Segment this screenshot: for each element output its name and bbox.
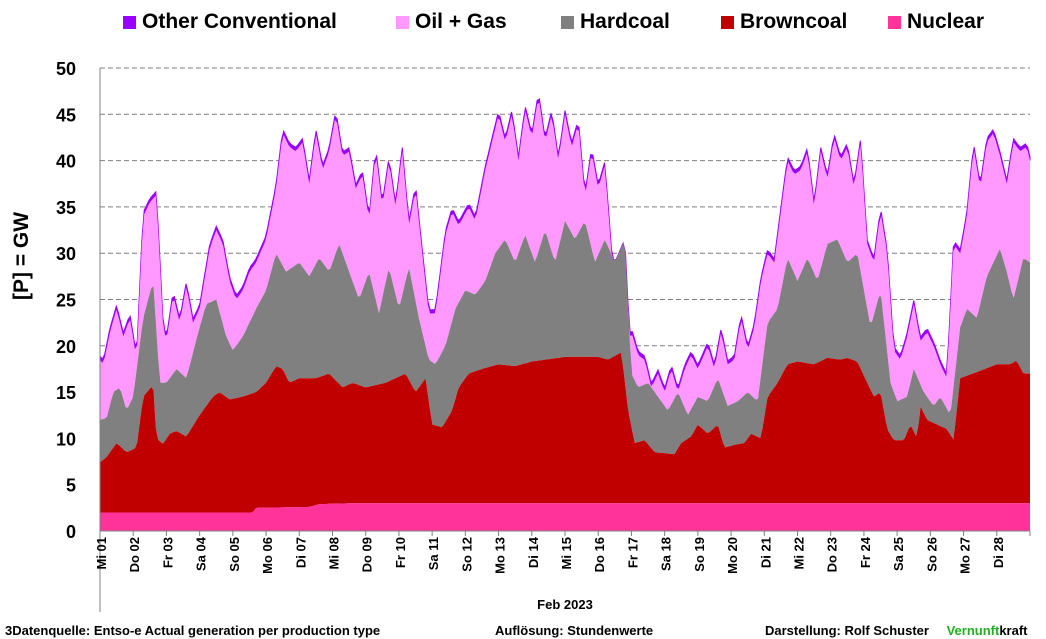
x-axis-title: Feb 2023 bbox=[537, 597, 593, 612]
y-tick-label: 50 bbox=[56, 59, 76, 79]
y-tick-label: 15 bbox=[56, 383, 76, 403]
legend-item-other-conventional[interactable]: Other Conventional bbox=[123, 10, 337, 34]
x-tick-label: Fr 10 bbox=[393, 537, 408, 568]
x-tick-label: Mi 15 bbox=[559, 537, 574, 570]
x-tick-label: Fr 03 bbox=[160, 537, 175, 568]
legend-swatch-browncoal bbox=[721, 15, 734, 29]
legend-item-browncoal[interactable]: Browncoal bbox=[721, 10, 847, 34]
area-hardcoal bbox=[100, 220, 1030, 463]
legend-swatch-other-conventional bbox=[123, 15, 136, 29]
footer-author: Darstellung: Rolf Schuster Vernunftkraft bbox=[765, 623, 1028, 638]
x-tick-label: Fr 17 bbox=[625, 537, 640, 568]
x-tick-label: Sa 11 bbox=[426, 537, 441, 570]
area-nuclear bbox=[100, 503, 1030, 531]
x-tick-label: Di 07 bbox=[293, 537, 308, 568]
footer-brand-rest: kraft bbox=[999, 623, 1028, 638]
legend: Other Conventional Oil + Gas Hardcoal Br… bbox=[0, 10, 1046, 40]
area-oil-gas bbox=[100, 102, 1030, 420]
footer-brand-green: Vernunft bbox=[946, 623, 1000, 638]
x-tick-label: Do 02 bbox=[127, 537, 142, 572]
x-tick-label: Mi 22 bbox=[792, 537, 807, 570]
legend-label-browncoal: Browncoal bbox=[740, 10, 848, 33]
x-tick-label: Fr 24 bbox=[858, 536, 873, 568]
x-tick-label: So 19 bbox=[692, 537, 707, 572]
x-tick-label: Di 21 bbox=[758, 537, 773, 568]
legend-item-nuclear[interactable]: Nuclear bbox=[888, 10, 984, 34]
footer-author-text: Darstellung: Rolf Schuster bbox=[765, 623, 929, 638]
legend-item-hardcoal[interactable]: Hardcoal bbox=[561, 10, 670, 34]
y-axis-label: [P] = GW bbox=[10, 211, 33, 300]
legend-swatch-hardcoal bbox=[561, 15, 574, 29]
x-tick-label: Do 09 bbox=[360, 537, 375, 572]
footer-source: 3Datenquelle: Entso-e Actual generation … bbox=[5, 623, 381, 638]
stacked-areas bbox=[99, 98, 1031, 531]
y-tick-label: 10 bbox=[56, 429, 76, 449]
x-tick-label: So 26 bbox=[924, 537, 939, 572]
x-tick-label: Di 28 bbox=[991, 537, 1006, 568]
y-tick-label: 0 bbox=[66, 522, 76, 542]
legend-label-other-conventional: Other Conventional bbox=[142, 10, 337, 33]
x-tick-label: Mi 01 bbox=[94, 537, 109, 570]
x-tick-label: Mo 20 bbox=[725, 537, 740, 574]
axes bbox=[99, 68, 1031, 612]
legend-swatch-nuclear bbox=[888, 15, 901, 29]
y-tick-label: 30 bbox=[56, 244, 76, 264]
legend-swatch-oil-gas bbox=[396, 15, 409, 29]
x-tick-label: Sa 25 bbox=[891, 537, 906, 571]
x-tick-label: Mi 08 bbox=[327, 537, 342, 570]
legend-item-oil-gas[interactable]: Oil + Gas bbox=[396, 10, 507, 34]
x-tick-label: Di 14 bbox=[526, 536, 541, 568]
x-tick-label: Do 23 bbox=[825, 537, 840, 572]
x-tick-label: Mo 27 bbox=[958, 537, 973, 574]
legend-label-oil-gas: Oil + Gas bbox=[415, 10, 507, 33]
legend-label-hardcoal: Hardcoal bbox=[580, 10, 670, 33]
x-tick-label: Mo 13 bbox=[493, 537, 508, 574]
x-tick-label: So 12 bbox=[459, 537, 474, 572]
x-tick-label: Sa 18 bbox=[659, 537, 674, 571]
x-tick-labels: Mi 01 Do 02 Fr 03 Sa 04 So 05 Mo 06 Di 07 Mi 08… bbox=[94, 536, 1006, 574]
y-tick-label: 5 bbox=[66, 476, 76, 496]
area-browncoal bbox=[100, 352, 1030, 513]
y-tick-label: 40 bbox=[56, 152, 76, 172]
x-tick-label: So 05 bbox=[227, 537, 242, 572]
y-tick-labels: 0 5 10 15 20 25 30 35 40 45 50 bbox=[56, 59, 76, 542]
x-tick-label: Mo 06 bbox=[260, 537, 275, 574]
x-tick-label: Do 16 bbox=[592, 537, 607, 572]
y-tick-label: 20 bbox=[56, 337, 76, 357]
y-tick-label: 25 bbox=[56, 291, 76, 311]
footer-resolution: Auflösung: Stundenwerte bbox=[495, 623, 654, 638]
legend-label-nuclear: Nuclear bbox=[907, 10, 985, 33]
y-tick-label: 45 bbox=[56, 105, 76, 125]
x-tick-label: Sa 04 bbox=[194, 536, 209, 571]
y-tick-label: 35 bbox=[56, 198, 76, 218]
